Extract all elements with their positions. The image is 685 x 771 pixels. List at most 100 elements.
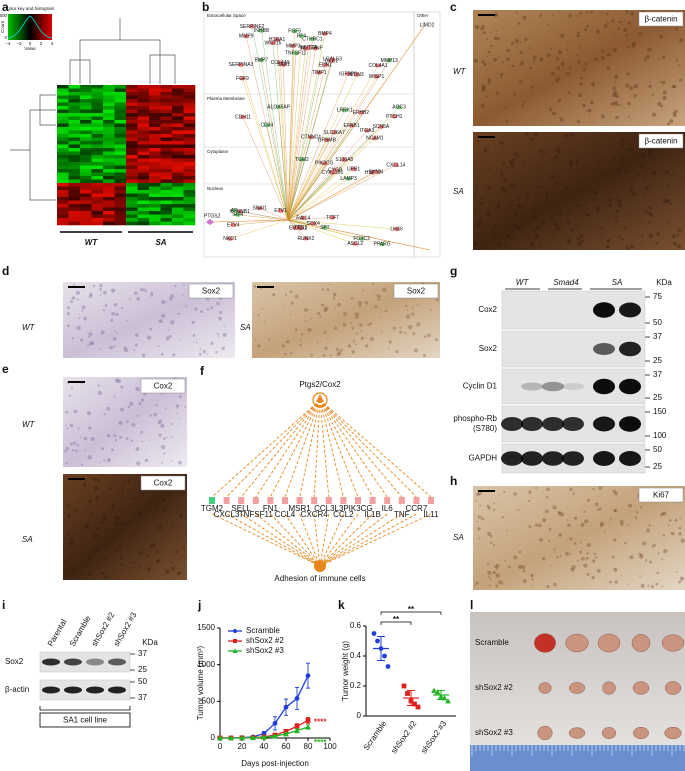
heatmap-cell (91, 172, 104, 177)
tissue-cell (136, 296, 141, 301)
tissue-cell (123, 347, 129, 353)
tissue-cell (609, 517, 613, 520)
gene-label: EMX2 (289, 225, 303, 231)
tissue-cell (506, 529, 508, 532)
gene-label: SLC26A7 (323, 130, 345, 136)
heatmap-cell (68, 197, 81, 201)
network-edge (240, 64, 289, 221)
tissue-cell (474, 24, 476, 27)
tissue-cell (619, 519, 624, 524)
heatmap-cell (80, 85, 92, 89)
tissue-cell (583, 563, 588, 568)
network-edge (287, 48, 316, 221)
gene-node (297, 225, 304, 230)
tissue-cell (514, 145, 516, 148)
pathway-edge (211, 399, 321, 498)
stain-label: Sox2 (407, 287, 426, 296)
tissue-cell (504, 559, 507, 562)
tissue-cell (126, 420, 129, 424)
heatmap-cell (57, 176, 69, 180)
row-label: shSox2 #2 (475, 683, 513, 692)
tissue-cell (351, 326, 355, 330)
gene-label: SCN5A (373, 124, 390, 130)
tissue-cell (135, 447, 140, 451)
tissue-cell (384, 310, 387, 313)
heatmap-cell (183, 95, 196, 100)
kda-label: KDa (656, 278, 672, 287)
tissue-cell (560, 61, 565, 67)
tissue-cell (486, 38, 489, 41)
gene-node (258, 58, 265, 63)
tissue-cell (136, 414, 139, 417)
heatmap-cell (149, 214, 161, 219)
heatmap-cell (57, 109, 69, 114)
tissue-cell (165, 336, 170, 341)
heatmap-cell (68, 106, 81, 110)
gene-label: ALOX5AP (267, 104, 290, 110)
gene-label: EDN3 (350, 72, 364, 78)
tissue-cell (155, 553, 158, 556)
tissue-cell (539, 14, 543, 17)
heatmap-cell (149, 95, 161, 100)
heatmap-cell (68, 193, 81, 198)
heatmap-cell (103, 221, 115, 226)
heatmap-cell (172, 207, 184, 212)
blot-band (593, 302, 615, 318)
tissue-cell (482, 31, 486, 35)
tissue-cell (558, 511, 563, 516)
tissue-cell (70, 540, 75, 544)
tissue-cell (185, 305, 188, 308)
tissue-cell (110, 318, 114, 322)
tissue-cell (289, 290, 293, 293)
heatmap-cell (103, 123, 115, 128)
gene-node (369, 497, 376, 504)
heatmap-cell (91, 95, 104, 100)
pathway-node (314, 560, 326, 572)
tissue-cell (586, 110, 588, 113)
tissue-cell (111, 503, 116, 508)
heatmap-cell (149, 207, 161, 212)
tissue-cell (598, 159, 601, 162)
gene-label: WISP1 (369, 74, 385, 80)
tissue-cell (81, 309, 84, 312)
heatmap-cell (68, 200, 81, 205)
heatmap-cell (149, 218, 161, 222)
tissue-cell (598, 486, 603, 491)
row-label: phospho-Rb (453, 414, 497, 423)
tissue-cell (133, 480, 136, 483)
tissue-cell (649, 80, 652, 83)
heatmap-cell (137, 200, 150, 205)
tissue-cell (644, 59, 647, 62)
heatmap-cell (160, 144, 173, 149)
tissue-cell (66, 427, 69, 430)
tissue-cell (573, 542, 577, 545)
network-edge (287, 65, 379, 221)
tissue-cell (486, 68, 488, 71)
network-edge (211, 219, 289, 223)
tissue-cell (369, 336, 374, 342)
tissue-cell (678, 526, 682, 530)
stain-label: Ki67 (653, 491, 670, 500)
heatmap-cell (183, 134, 196, 138)
tumor (633, 726, 649, 740)
tissue-cell (123, 480, 126, 483)
tissue-cell (170, 320, 175, 325)
network-edge (237, 214, 289, 221)
tissue-cell (392, 293, 394, 295)
tissue-cell (600, 172, 605, 176)
heatmap-cell (172, 193, 184, 198)
heatmap-cell (183, 151, 196, 156)
tissue-cell (530, 170, 533, 173)
tissue-cell (601, 114, 605, 119)
panel-letter: l (470, 598, 473, 612)
heatmap-cell (80, 172, 92, 177)
gene-label: CYGB (328, 168, 343, 174)
heatmap-cell (149, 183, 161, 187)
gene-label: GPNMB (318, 138, 337, 144)
tissue-cell (146, 554, 150, 558)
tissue-cell (69, 537, 72, 540)
tissue-cell (87, 344, 90, 347)
tissue-cell (515, 174, 517, 176)
tissue-cell (625, 148, 629, 151)
tissue-cell (508, 160, 513, 164)
